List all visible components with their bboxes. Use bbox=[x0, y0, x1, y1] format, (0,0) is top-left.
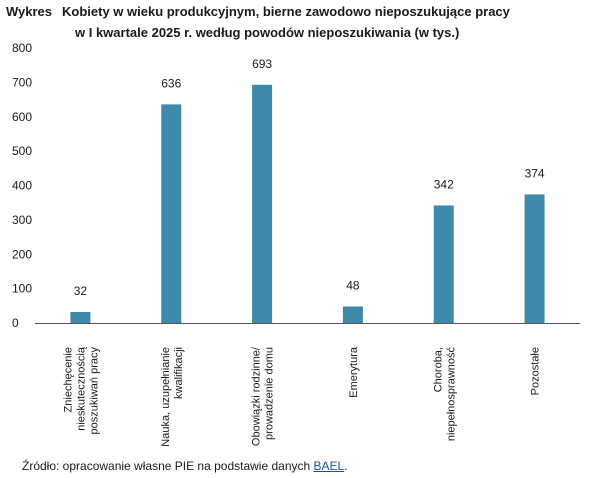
y-tick-label: 800 bbox=[12, 41, 32, 55]
x-tick-label: Zniechęcenienieskutecznościąposzukiwań p… bbox=[62, 346, 100, 434]
source-note: Źródło: opracowanie własne PIE na podsta… bbox=[22, 459, 348, 473]
x-tick-label-line: nieskutecznością bbox=[75, 346, 87, 431]
data-label: 32 bbox=[74, 284, 88, 298]
data-label: 693 bbox=[252, 57, 272, 71]
data-label: 48 bbox=[346, 279, 360, 293]
x-tick-label: Nauka, uzupełnianiekwalifikacji bbox=[160, 347, 185, 447]
x-tick-label-line: niepełnosprawność bbox=[445, 347, 457, 442]
x-tick-label-line: Emerytura bbox=[348, 346, 360, 398]
data-labels: 32 636 693 48 342 374 bbox=[74, 57, 545, 298]
data-label: 374 bbox=[525, 166, 545, 180]
chart-title-line2: w I kwartale 2025 r. według powodów niep… bbox=[75, 25, 460, 40]
y-tick-label: 200 bbox=[12, 247, 32, 261]
bar bbox=[161, 104, 182, 323]
data-label: 342 bbox=[434, 177, 454, 191]
x-tick-label-line: prowadzenie domu bbox=[264, 347, 276, 440]
y-tick-label: 500 bbox=[12, 144, 32, 158]
y-tick-label: 0 bbox=[12, 316, 19, 330]
x-tick-label: Emerytura bbox=[348, 346, 360, 398]
y-tick-label: 400 bbox=[12, 179, 32, 193]
x-tick-label-line: poszukiwań pracy bbox=[88, 347, 100, 435]
x-tick-label-line: Zniechęcenie bbox=[62, 347, 74, 412]
chart-prefix: Wykres bbox=[6, 4, 53, 19]
bars bbox=[70, 84, 545, 323]
y-axis-ticks: 0 100 200 300 400 500 600 700 800 bbox=[12, 41, 32, 330]
bar bbox=[433, 205, 454, 323]
x-tick-label-line: Choroba, bbox=[432, 347, 444, 392]
bar bbox=[342, 306, 363, 323]
source-prefix: Źródło: opracowanie własne PIE na podsta… bbox=[22, 459, 314, 473]
data-label: 636 bbox=[161, 76, 181, 90]
x-tick-label-line: kwalifikacji bbox=[173, 347, 185, 399]
bar bbox=[252, 84, 273, 323]
source-link[interactable]: BAEL bbox=[313, 459, 345, 473]
x-tick-label: Obowiązki rodzinne/prowadzenie domu bbox=[251, 346, 276, 446]
source-suffix: . bbox=[344, 459, 348, 473]
x-tick-label-line: Nauka, uzupełnianie bbox=[160, 347, 172, 447]
y-tick-label: 600 bbox=[12, 110, 32, 124]
bar bbox=[70, 312, 91, 323]
chart-title-line1: Kobiety w wieku produkcyjnym, bierne zaw… bbox=[62, 4, 510, 19]
bar bbox=[524, 194, 545, 323]
x-axis-labels: Zniechęcenienieskutecznościąposzukiwań p… bbox=[62, 346, 541, 447]
y-tick-label: 300 bbox=[12, 213, 32, 227]
y-tick-label: 700 bbox=[12, 75, 32, 89]
x-tick-label-line: Obowiązki rodzinne/ bbox=[251, 346, 263, 446]
x-tick-label: Choroba,niepełnosprawność bbox=[432, 347, 457, 442]
y-tick-label: 100 bbox=[12, 282, 32, 296]
x-tick-label: Pozostałe bbox=[530, 347, 542, 395]
x-tick-label-line: Pozostałe bbox=[530, 347, 542, 395]
